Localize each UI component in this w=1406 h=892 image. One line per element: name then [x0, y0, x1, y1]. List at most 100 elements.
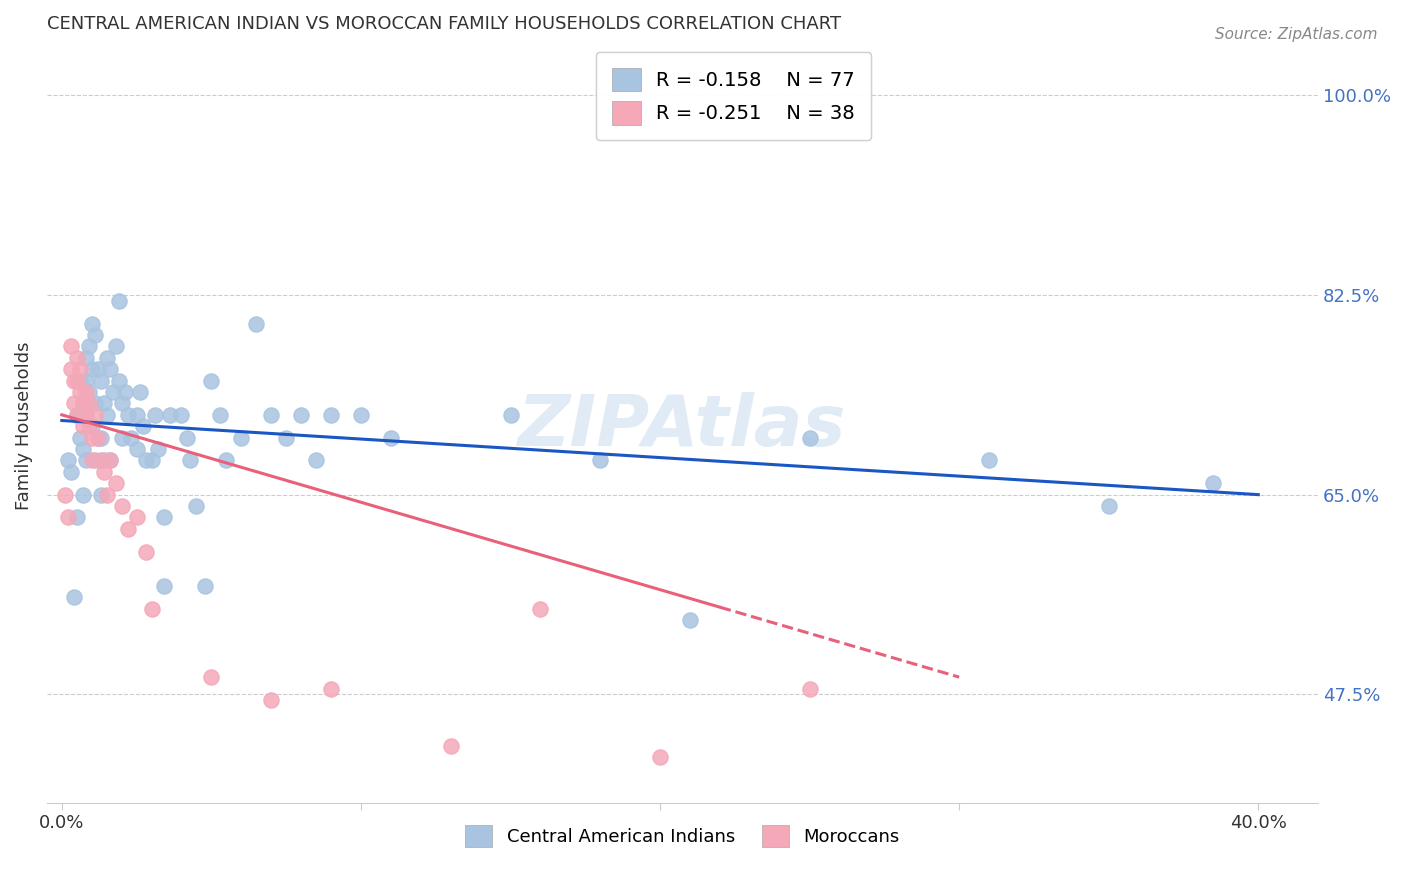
Point	[107, 374, 129, 388]
Point	[90, 374, 112, 388]
Point	[62, 591, 84, 605]
Point	[117, 408, 139, 422]
Point	[75, 408, 97, 422]
Point	[114, 384, 136, 399]
Point	[56, 510, 79, 524]
Point	[143, 408, 166, 422]
Point	[66, 510, 89, 524]
Point	[200, 670, 222, 684]
Point	[260, 408, 283, 422]
Point	[159, 408, 181, 422]
Point	[128, 384, 150, 399]
Point	[209, 408, 232, 422]
Point	[75, 351, 97, 365]
Point	[80, 317, 103, 331]
Point	[53, 488, 76, 502]
Point	[276, 431, 298, 445]
Point	[72, 419, 94, 434]
Point	[66, 374, 89, 388]
Point	[56, 453, 79, 467]
Point	[104, 476, 127, 491]
Text: Source: ZipAtlas.com: Source: ZipAtlas.com	[1215, 27, 1378, 42]
Point	[589, 453, 612, 467]
Point	[290, 408, 312, 422]
Point	[111, 396, 134, 410]
Point	[146, 442, 169, 456]
Point	[83, 408, 105, 422]
Point	[499, 408, 522, 422]
Point	[77, 396, 100, 410]
Point	[260, 693, 283, 707]
Point	[245, 317, 267, 331]
Point	[69, 431, 91, 445]
Point	[59, 362, 82, 376]
Point	[66, 408, 89, 422]
Point	[83, 328, 105, 343]
Point	[80, 362, 103, 376]
Point	[215, 453, 238, 467]
Point	[125, 442, 148, 456]
Point	[200, 374, 222, 388]
Point	[62, 374, 84, 388]
Point	[799, 681, 821, 696]
Text: CENTRAL AMERICAN INDIAN VS MOROCCAN FAMILY HOUSEHOLDS CORRELATION CHART: CENTRAL AMERICAN INDIAN VS MOROCCAN FAMI…	[46, 15, 841, 33]
Point	[80, 419, 103, 434]
Point	[75, 408, 97, 422]
Point	[75, 374, 97, 388]
Point	[96, 408, 118, 422]
Point	[104, 339, 127, 353]
Point	[152, 579, 174, 593]
Point	[59, 339, 82, 353]
Y-axis label: Family Households: Family Households	[15, 342, 32, 510]
Point	[66, 408, 89, 422]
Point	[72, 488, 94, 502]
Point	[194, 579, 217, 593]
Point	[440, 739, 463, 753]
Point	[66, 351, 89, 365]
Point	[977, 453, 1000, 467]
Point	[319, 681, 342, 696]
Point	[93, 453, 115, 467]
Point	[93, 465, 115, 479]
Point	[170, 408, 193, 422]
Point	[75, 453, 97, 467]
Text: ZIPAtlas: ZIPAtlas	[519, 392, 846, 460]
Point	[529, 601, 551, 615]
Point	[101, 384, 124, 399]
Point	[107, 293, 129, 308]
Legend: R = -0.158    N = 77, R = -0.251    N = 38: R = -0.158 N = 77, R = -0.251 N = 38	[596, 52, 870, 140]
Point	[111, 431, 134, 445]
Point	[1202, 476, 1225, 491]
Point	[141, 453, 163, 467]
Point	[72, 396, 94, 410]
Point	[90, 488, 112, 502]
Point	[111, 499, 134, 513]
Point	[179, 453, 201, 467]
Point	[96, 351, 118, 365]
Point	[77, 339, 100, 353]
Point	[87, 431, 110, 445]
Point	[87, 362, 110, 376]
Point	[98, 453, 121, 467]
Point	[69, 384, 91, 399]
Point	[77, 419, 100, 434]
Point	[152, 510, 174, 524]
Point	[87, 431, 110, 445]
Point	[679, 613, 702, 627]
Point	[131, 419, 153, 434]
Point	[141, 601, 163, 615]
Point	[72, 442, 94, 456]
Point	[90, 431, 112, 445]
Point	[648, 750, 671, 764]
Point	[98, 453, 121, 467]
Point	[176, 431, 198, 445]
Point	[69, 374, 91, 388]
Point	[799, 431, 821, 445]
Point	[62, 396, 84, 410]
Point	[80, 431, 103, 445]
Point	[69, 362, 91, 376]
Point	[120, 431, 142, 445]
Point	[350, 408, 373, 422]
Point	[125, 510, 148, 524]
Point	[135, 544, 157, 558]
